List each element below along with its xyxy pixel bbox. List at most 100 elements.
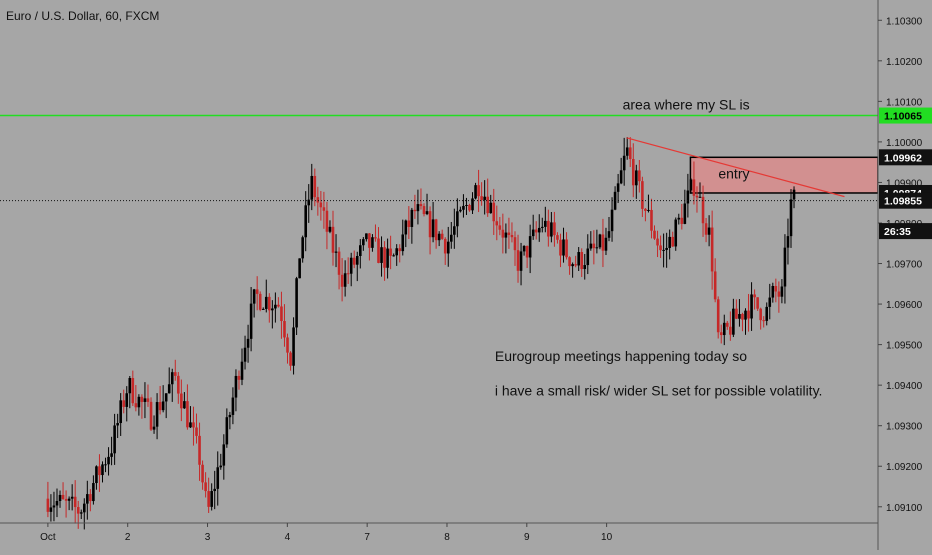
- candle-body: [55, 501, 59, 506]
- candle-body: [789, 199, 793, 237]
- candle-body: [295, 278, 298, 328]
- candle-body: [180, 393, 183, 409]
- candle-body: [128, 378, 132, 394]
- candle-body: [516, 250, 520, 271]
- candle-body: [377, 238, 380, 263]
- candle-body: [668, 236, 671, 248]
- candle-body: [568, 257, 571, 267]
- candle-body: [537, 227, 541, 233]
- candle-body: [577, 252, 580, 266]
- candle-body: [67, 498, 71, 501]
- candle-body: [101, 464, 104, 476]
- candle-body: [277, 304, 280, 307]
- candle-body: [380, 247, 383, 263]
- candle-body: [79, 512, 83, 514]
- price-label-bg: [879, 107, 932, 124]
- candle-body: [686, 190, 690, 204]
- candle-body: [641, 181, 644, 209]
- time-axis[interactable]: Oct 2 3 4 7 8 9 10: [0, 522, 878, 543]
- candle-body: [428, 211, 432, 238]
- candle-body: [280, 306, 283, 322]
- candle-body: [559, 239, 562, 256]
- candle-body: [495, 221, 499, 226]
- candle-body: [82, 503, 86, 513]
- candle-body: [271, 308, 274, 311]
- candle-body: [192, 422, 195, 428]
- y-tick-label: 1.09100: [886, 503, 923, 514]
- chart-annotation: i have a small risk/ wider SL set for po…: [495, 382, 823, 398]
- x-tick-label: 2: [125, 532, 131, 543]
- candle-body: [671, 236, 675, 247]
- candle-body: [759, 308, 762, 321]
- candle-body: [583, 265, 587, 270]
- candle-body: [110, 453, 113, 457]
- y-tick-label: 1.10300: [886, 16, 923, 27]
- candle-body: [49, 507, 53, 512]
- x-tick-label: 10: [601, 532, 613, 543]
- candle-body: [465, 204, 468, 206]
- candle-body: [544, 220, 547, 227]
- chart-annotation: entry: [718, 165, 749, 181]
- candle-body: [638, 170, 641, 182]
- candle-body: [274, 304, 277, 309]
- candle-body: [662, 249, 665, 251]
- candle-body: [319, 202, 323, 208]
- candle-body: [507, 232, 511, 235]
- x-tick-label: 9: [524, 532, 530, 543]
- candle-body: [504, 232, 508, 238]
- candle-body: [483, 196, 486, 200]
- candle-body: [422, 206, 426, 215]
- candle-body: [510, 234, 514, 238]
- chart-annotation: Eurogroup meetings happening today so: [495, 348, 747, 364]
- candle-body: [738, 313, 741, 319]
- candle-body: [765, 306, 769, 321]
- candle-body: [401, 234, 405, 252]
- candle-body: [783, 247, 787, 287]
- price-label: 1.09855: [884, 196, 922, 208]
- candle-body: [264, 296, 268, 309]
- candle-body: [255, 289, 259, 294]
- candle-body: [404, 220, 408, 235]
- candle-body: [395, 248, 398, 256]
- candle-body: [631, 159, 635, 186]
- candle-body: [695, 195, 699, 198]
- candle-body: [152, 426, 156, 430]
- candle-body: [459, 209, 462, 212]
- candle-body: [362, 239, 365, 246]
- price-axis[interactable]: 1.10300 1.10200 1.10100 1.10000 1.09900 1.098…: [877, 0, 932, 550]
- candle-body: [167, 384, 171, 394]
- candle-body: [574, 264, 577, 266]
- candle-body: [462, 205, 465, 210]
- candle-body: [571, 264, 574, 267]
- candle-body: [528, 236, 532, 258]
- candle-body: [52, 505, 56, 508]
- y-tick-label: 1.09200: [886, 462, 923, 473]
- candle-body: [762, 320, 766, 322]
- candle-body: [328, 226, 332, 232]
- candle-body: [322, 207, 326, 211]
- candle-body: [261, 308, 265, 310]
- candle-body: [501, 229, 505, 238]
- candle-body: [480, 196, 483, 200]
- candle-body: [258, 293, 262, 310]
- candle-body: [89, 494, 92, 502]
- candle-body: [446, 241, 450, 254]
- y-tick-label: 1.10100: [886, 97, 923, 108]
- candle-body: [474, 185, 477, 199]
- candle-body: [768, 297, 772, 307]
- candle-body: [286, 337, 289, 353]
- candle-body: [550, 222, 553, 237]
- x-tick-label: 4: [285, 532, 291, 543]
- candle-body: [146, 398, 150, 402]
- candle-body: [622, 155, 626, 171]
- candle-body: [104, 464, 107, 466]
- candle-body: [644, 208, 647, 211]
- candle-body: [349, 257, 353, 274]
- candle-body: [777, 291, 781, 297]
- candle-body: [774, 285, 778, 292]
- candle-body: [386, 248, 389, 268]
- candle-body: [744, 310, 747, 320]
- candle-body: [331, 226, 335, 253]
